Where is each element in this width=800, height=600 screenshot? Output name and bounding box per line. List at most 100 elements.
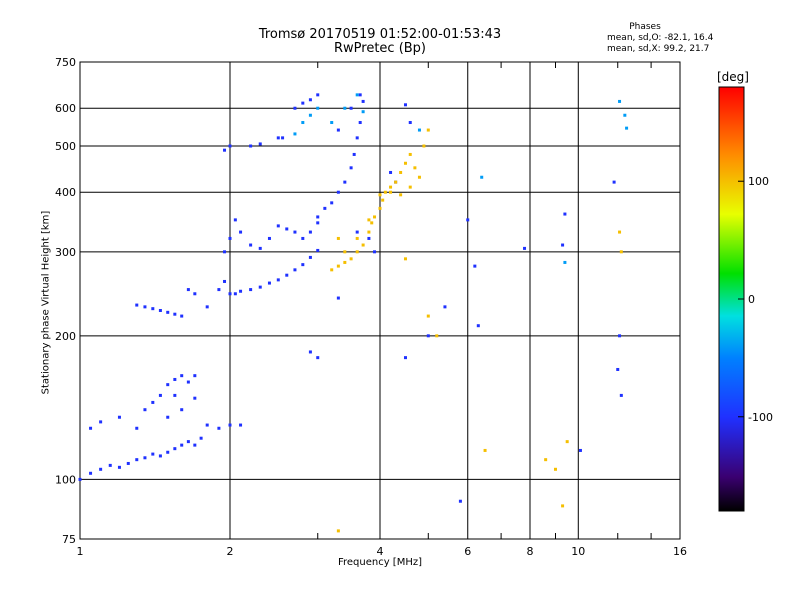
data-point — [193, 292, 197, 296]
data-point — [399, 170, 403, 174]
x-tick-label: 1 — [77, 545, 84, 558]
data-point — [383, 190, 387, 194]
data-point — [389, 190, 393, 194]
data-point — [394, 180, 398, 184]
y-tick-label: 600 — [55, 102, 76, 115]
colorbar-tick-label: 100 — [748, 175, 769, 188]
data-point — [480, 175, 484, 179]
data-point — [143, 305, 147, 309]
data-point — [276, 278, 280, 282]
data-point — [561, 504, 565, 508]
y-axis-label: Stationary phase Virtual Height [km] — [40, 210, 52, 395]
data-point — [180, 314, 184, 318]
data-point — [173, 393, 177, 397]
data-point — [117, 465, 121, 469]
y-tick-label: 300 — [55, 246, 76, 259]
x-tick-label: 16 — [673, 545, 687, 558]
data-point — [336, 236, 340, 240]
data-point — [612, 180, 616, 184]
data-point — [249, 144, 253, 148]
data-point — [476, 324, 480, 328]
data-point — [367, 236, 371, 240]
data-point — [151, 307, 155, 311]
data-point — [228, 423, 232, 427]
data-point — [358, 93, 362, 97]
data-point — [343, 250, 347, 254]
x-tick-label: 10 — [571, 545, 585, 558]
data-point — [355, 230, 359, 234]
data-point — [316, 221, 320, 225]
data-point — [336, 529, 340, 533]
data-point — [258, 285, 262, 289]
data-point — [89, 471, 93, 475]
data-point — [349, 166, 353, 170]
data-point — [408, 185, 412, 189]
data-point — [361, 243, 365, 247]
data-point — [217, 288, 221, 292]
phases-o-stats: mean, sd,O: -82.1, 16.4 — [607, 33, 714, 43]
data-point — [89, 426, 93, 430]
data-point — [623, 113, 627, 117]
data-point — [417, 175, 421, 179]
data-point — [618, 334, 622, 338]
data-point — [625, 126, 629, 130]
data-point — [249, 243, 253, 247]
data-point — [330, 268, 334, 272]
data-point — [370, 221, 374, 225]
data-point — [228, 144, 232, 148]
data-point — [239, 230, 243, 234]
data-point — [330, 121, 334, 125]
data-point — [301, 101, 305, 105]
data-point — [565, 440, 569, 444]
data-point — [316, 248, 320, 252]
x-tick-label: 2 — [227, 545, 234, 558]
data-point — [616, 367, 620, 371]
data-point — [186, 288, 190, 292]
data-point — [186, 440, 190, 444]
data-point — [403, 103, 407, 107]
data-point — [151, 400, 155, 404]
data-point — [403, 356, 407, 360]
y-tick-label: 100 — [55, 473, 76, 486]
data-point — [143, 408, 147, 412]
data-point — [135, 303, 139, 307]
phases-x-stats: mean, sd,X: 99.2, 21.7 — [607, 44, 710, 54]
colorbar-ticks: 100 0 -100 — [738, 175, 773, 424]
data-point — [426, 314, 430, 318]
y-tick-label: 75 — [62, 533, 76, 546]
data-point — [408, 121, 412, 125]
data-point — [308, 230, 312, 234]
data-point — [173, 312, 177, 316]
data-point — [158, 393, 162, 397]
data-point — [578, 448, 582, 452]
data-point — [301, 121, 305, 125]
y-tick-label: 750 — [55, 56, 76, 69]
data-point — [618, 99, 622, 103]
data-point — [308, 350, 312, 354]
data-point — [205, 423, 209, 427]
data-point — [336, 190, 340, 194]
data-point — [276, 136, 280, 140]
data-point — [301, 236, 305, 240]
data-point — [458, 499, 462, 503]
data-point — [108, 463, 112, 467]
data-point — [285, 227, 289, 231]
data-point — [173, 377, 177, 381]
data-point — [293, 132, 297, 136]
phases-heading: Phases — [629, 22, 661, 32]
data-point — [99, 467, 103, 471]
scatter-points — [78, 93, 629, 533]
data-point — [205, 305, 209, 309]
data-point — [199, 436, 203, 440]
data-point — [316, 356, 320, 360]
x-tick-label: 6 — [464, 545, 471, 558]
data-point — [563, 260, 567, 264]
data-point — [186, 380, 190, 384]
data-point — [166, 383, 170, 387]
data-point — [343, 260, 347, 264]
data-point — [435, 334, 439, 338]
data-point — [336, 264, 340, 268]
data-point — [553, 467, 557, 471]
data-point — [293, 230, 297, 234]
data-point — [413, 166, 417, 170]
